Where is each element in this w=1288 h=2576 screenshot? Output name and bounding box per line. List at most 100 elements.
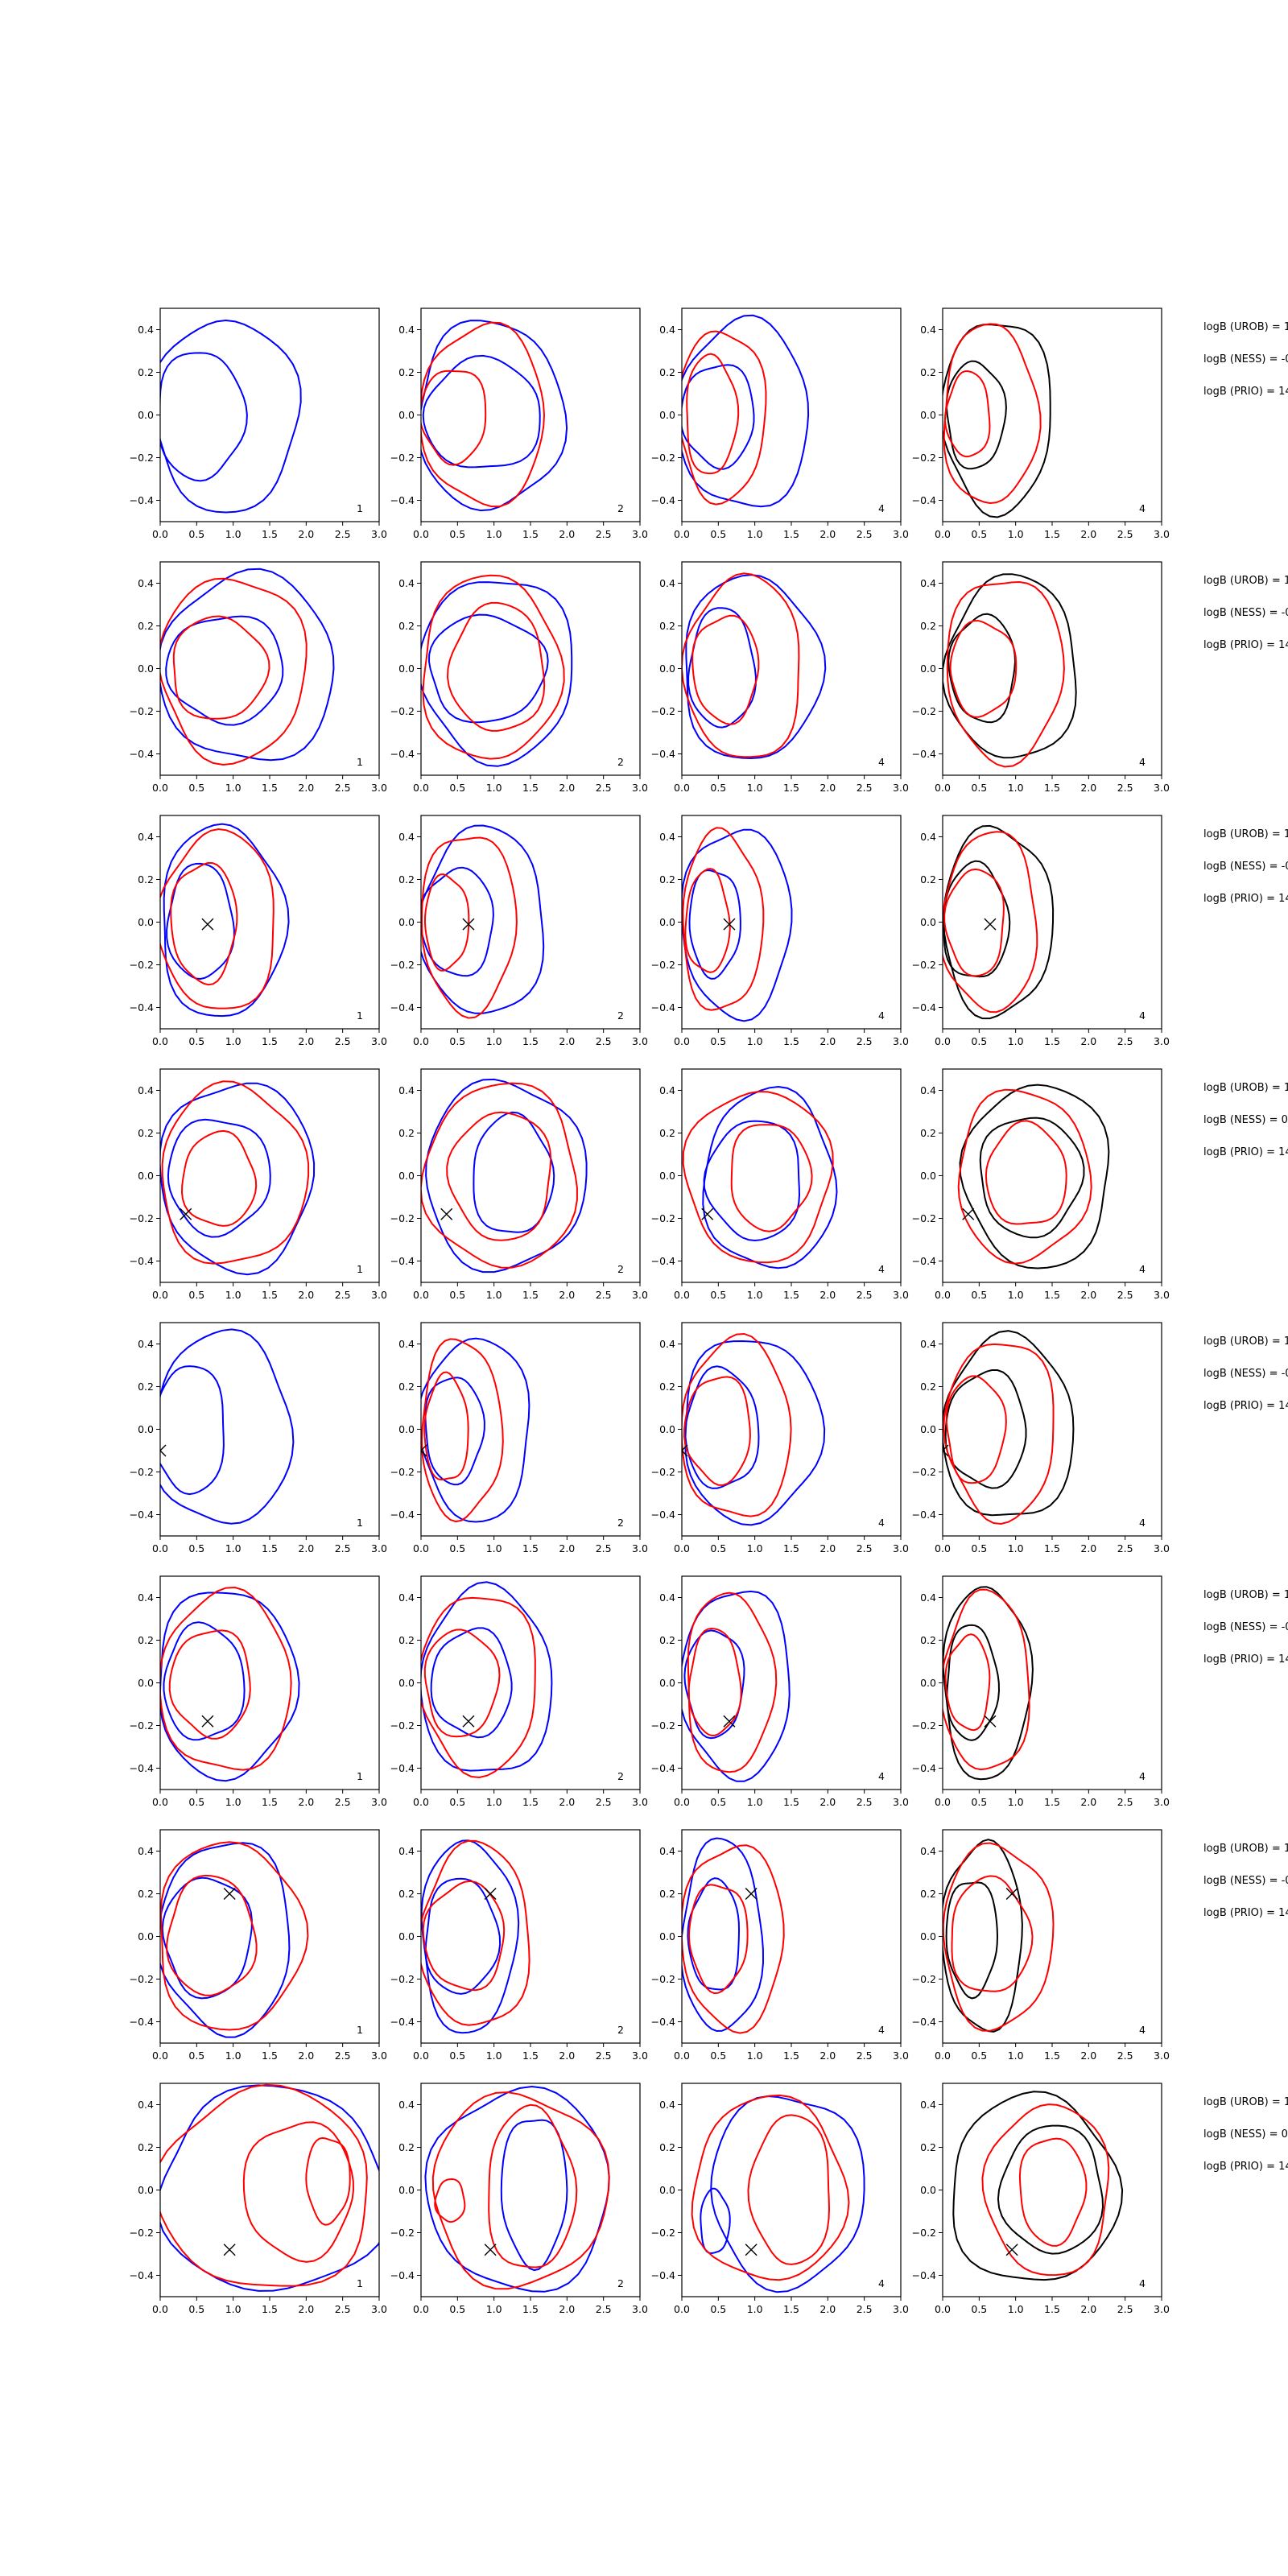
y-tick-label: −0.2 — [390, 2227, 415, 2239]
panel-label: 4 — [878, 502, 885, 514]
x-tick-label: 2.5 — [857, 782, 873, 794]
x-tick-label: 0.5 — [971, 1796, 987, 1808]
x-tick-label: 2.5 — [1117, 1542, 1133, 1554]
x-tick-label: 1.0 — [486, 782, 502, 794]
x-tick-label: 3.0 — [371, 1542, 387, 1554]
panel-r1-c4: 0.0 0.5 1.0 1.5 2.0 2.5 3.0 0.4 0.2 0.0 −0.2 −0.4 4 — [912, 308, 1170, 540]
logb-label: logB (NESS) = -0.2 — [1203, 353, 1288, 365]
y-tick-label: 0.4 — [659, 1591, 675, 1604]
contour-blue — [163, 1621, 246, 1741]
y-tick-label: 0.2 — [659, 1634, 675, 1646]
x-tick-label: 2.0 — [298, 1289, 314, 1301]
contour-red — [682, 827, 765, 1011]
contour-red — [422, 1880, 506, 1992]
x-tick-label: 1.0 — [1008, 2050, 1024, 2062]
panel-r7-c2: 0.0 0.5 1.0 1.5 2.0 2.5 3.0 0.4 0.2 0.0 −0.2 −0.4 2 — [390, 1829, 648, 2062]
contour-blue — [688, 869, 741, 980]
y-tick-label: −0.4 — [130, 1255, 154, 1267]
x-tick-label: 1.0 — [747, 2050, 763, 2062]
contour-black — [997, 2124, 1104, 2255]
y-tick-label: 0.0 — [659, 916, 675, 928]
y-tick-label: −0.4 — [651, 2269, 675, 2281]
x-tick-label: 3.0 — [632, 1289, 648, 1301]
x-tick-label: 0.5 — [449, 782, 465, 794]
logb-label: logB (NESS) = -0.2 — [1203, 1368, 1288, 1380]
x-tick-label: 1.0 — [1008, 1035, 1024, 1047]
x-tick-label: 1.5 — [522, 782, 539, 794]
y-tick-label: 0.2 — [659, 873, 675, 886]
y-tick-label: 0.4 — [138, 324, 154, 336]
x-tick-label: 0.5 — [710, 2303, 726, 2315]
x-tick-label: 3.0 — [632, 1796, 648, 1808]
x-tick-label: 0.5 — [449, 528, 465, 540]
contour-red — [421, 836, 518, 1019]
x-tick-label: 2.5 — [335, 2303, 351, 2315]
contour-red — [682, 1844, 785, 2034]
panel-r4-c3: 0.0 0.5 1.0 1.5 2.0 2.5 3.0 0.4 0.2 0.0 −0.2 −0.4 4 — [651, 1068, 909, 1301]
y-tick-label: −0.4 — [130, 1509, 154, 1521]
y-tick-label: −0.2 — [651, 1212, 675, 1224]
x-tick-label: 1.5 — [1044, 1035, 1060, 1047]
contour-blue — [685, 574, 827, 760]
y-tick-label: 0.4 — [659, 1338, 675, 1350]
x-tick-label: 1.0 — [747, 1289, 763, 1301]
contour-black — [946, 1624, 1001, 1741]
x-tick-label: 1.5 — [1044, 782, 1060, 794]
y-tick-label: −0.2 — [912, 452, 936, 464]
panel-r6-c3: 0.0 0.5 1.0 1.5 2.0 2.5 3.0 0.4 0.2 0.0 −0.2 −0.4 4 — [651, 1575, 909, 1808]
x-tick-label: 0.0 — [152, 1542, 168, 1554]
contour-blue — [424, 1377, 485, 1486]
plot-area — [421, 574, 573, 767]
x-tick-label: 0.5 — [449, 1542, 465, 1554]
contour-red — [431, 2091, 610, 2290]
y-tick-label: 0.0 — [920, 1423, 936, 1435]
panel-label: 4 — [878, 756, 885, 768]
y-tick-label: −0.4 — [651, 494, 675, 506]
x-tick-label: 0.5 — [188, 2303, 204, 2315]
y-tick-label: 0.2 — [138, 873, 154, 886]
contour-red — [943, 868, 1005, 977]
x-tick-label: 2.5 — [857, 1796, 873, 1808]
y-tick-label: 0.2 — [138, 1127, 154, 1139]
x-tick-label: 1.0 — [1008, 1289, 1024, 1301]
y-tick-label: −0.2 — [912, 705, 936, 717]
contour-red — [943, 831, 1038, 1013]
x-tick-label: 1.0 — [225, 528, 242, 540]
contour-blue — [683, 1629, 745, 1740]
panel-r8-c1: 0.0 0.5 1.0 1.5 2.0 2.5 3.0 0.4 0.2 0.0 −0.2 −0.4 1 — [130, 2083, 387, 2315]
plot-area — [160, 823, 290, 1018]
x-marker — [984, 918, 997, 931]
panel-label: 1 — [357, 756, 363, 768]
x-tick-label: 1.5 — [783, 1796, 799, 1808]
x-tick-label: 0.0 — [674, 528, 690, 540]
x-tick-label: 2.5 — [857, 2050, 873, 2062]
y-tick-label: 0.2 — [920, 1634, 936, 1646]
axes-frame — [420, 561, 641, 776]
contour-blue — [682, 314, 810, 508]
x-tick-label: 1.0 — [486, 2050, 502, 2062]
y-tick-label: 0.0 — [138, 1170, 154, 1182]
x-tick-label: 1.5 — [262, 2303, 278, 2315]
y-tick-label: 0.4 — [920, 324, 936, 336]
y-tick-label: 0.2 — [138, 2141, 154, 2153]
x-tick-label: 0.0 — [935, 782, 951, 794]
x-tick-label: 2.0 — [298, 2050, 314, 2062]
y-tick-label: 0.0 — [138, 1677, 154, 1689]
x-tick-label: 0.5 — [188, 782, 204, 794]
contour-black — [945, 360, 1007, 470]
y-tick-label: −0.2 — [390, 1466, 415, 1478]
y-tick-label: 0.0 — [398, 1170, 415, 1182]
y-tick-label: 0.0 — [138, 409, 154, 421]
panel-r6-c1: 0.0 0.5 1.0 1.5 2.0 2.5 3.0 0.4 0.2 0.0 −0.2 −0.4 1 — [130, 1575, 387, 1808]
y-tick-label: −0.2 — [130, 452, 154, 464]
x-tick-label: 0.0 — [935, 1289, 951, 1301]
y-tick-label: 0.4 — [659, 577, 675, 589]
x-tick-label: 1.0 — [486, 2303, 502, 2315]
x-tick-label: 3.0 — [1154, 1796, 1170, 1808]
y-tick-label: 0.0 — [138, 663, 154, 675]
y-tick-label: −0.2 — [130, 705, 154, 717]
contour-red — [1018, 2137, 1088, 2247]
x-tick-label: 2.5 — [857, 528, 873, 540]
axes-frame — [681, 1575, 902, 1790]
panel-label: 2 — [617, 1263, 624, 1275]
